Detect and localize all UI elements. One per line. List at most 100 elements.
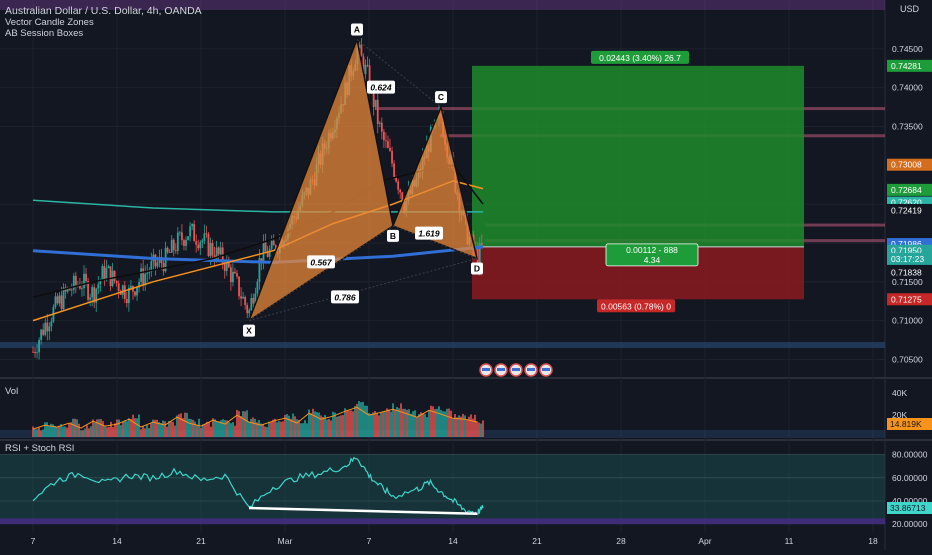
volume-bar [186, 412, 188, 437]
harmonic-point-a[interactable]: A [351, 23, 363, 36]
stop-label[interactable]: 0.00563 (0.78%) 0 [597, 299, 675, 313]
harmonic-ratio[interactable]: 0.624 [367, 80, 395, 94]
volume-bar [284, 414, 286, 437]
candle-body [146, 272, 149, 274]
candle-body [246, 305, 249, 314]
volume-bar [166, 426, 168, 437]
candle-body [127, 287, 130, 304]
volume-bar [356, 403, 358, 437]
price-axis-badge-text: 0.71275 [891, 294, 922, 304]
volume-bar [342, 414, 344, 437]
candle-body [176, 232, 179, 251]
candle-body [113, 270, 116, 281]
time-tick-label: Apr [698, 536, 711, 546]
volume-bar [390, 411, 392, 437]
volume-bar [54, 425, 56, 437]
candle-body [125, 299, 128, 304]
volume-bar [268, 421, 270, 437]
volume-bar [188, 418, 190, 437]
volume-bar [448, 408, 450, 437]
harmonic-point-label: D [474, 264, 480, 274]
volume-bar [462, 413, 464, 437]
volume-bar [212, 418, 214, 437]
volume-bar [104, 426, 106, 437]
candle-body [121, 285, 124, 295]
volume-bar [362, 401, 364, 437]
candle-body [362, 56, 365, 75]
harmonic-point-label: B [390, 231, 396, 241]
volume-bar [300, 423, 302, 437]
candle-body [181, 232, 183, 241]
target-label[interactable]: 0.02443 (3.40%) 26.7 [591, 50, 689, 64]
volume-bar [96, 419, 98, 437]
session-box-bottom [0, 342, 885, 348]
price-axis-badge-text: 0.74281 [891, 61, 922, 71]
volume-bar [210, 426, 212, 437]
candle-body [170, 239, 173, 253]
harmonic-ratio[interactable]: 0.567 [307, 255, 335, 269]
volume-bar [468, 416, 470, 437]
candle-body [223, 264, 226, 271]
harmonic-ratio[interactable]: 0.786 [331, 290, 359, 304]
volume-bar [442, 411, 444, 437]
harmonic-triangle-xab[interactable] [247, 36, 394, 323]
harmonic-point-b[interactable]: B [387, 229, 399, 242]
candle-body [234, 271, 236, 274]
event-flag-icon[interactable] [509, 363, 523, 377]
candle-body [197, 244, 200, 249]
volume-bar [184, 412, 186, 437]
candle-body [32, 351, 34, 353]
volume-bar [402, 408, 404, 437]
volume-bar [32, 426, 34, 437]
volume-bar [192, 419, 194, 437]
volume-bar [90, 426, 92, 437]
volume-bar [326, 419, 328, 437]
volume-bar [88, 428, 90, 437]
volume-bar [378, 415, 380, 437]
candle-body [99, 279, 102, 285]
candle-body [115, 280, 118, 284]
candle-body [140, 268, 143, 282]
volume-bar [406, 409, 408, 437]
volume-bar [250, 418, 252, 437]
harmonic-point-d[interactable]: D [471, 262, 483, 275]
time-tick-label: 21 [196, 536, 206, 546]
profit-zone[interactable] [472, 65, 804, 247]
candle-body [264, 242, 267, 252]
rsi-divergence-line[interactable] [248, 506, 478, 516]
volume-bar [140, 429, 142, 437]
harmonic-point-label: A [354, 25, 360, 35]
volume-bar [474, 414, 476, 437]
volume-bar [424, 414, 426, 437]
harmonic-point-c[interactable]: C [435, 91, 447, 104]
volume-bar [354, 406, 356, 437]
event-flag-icon[interactable] [479, 363, 493, 377]
volume-bar [272, 419, 274, 437]
candle-body [195, 241, 198, 245]
candle-body [87, 280, 89, 300]
candle-body [187, 236, 189, 241]
candle-body [154, 254, 157, 267]
harmonic-ratio-line [356, 39, 442, 108]
price-axis-badge-text: 0.72620 [891, 198, 922, 208]
event-flag-icon[interactable] [539, 363, 553, 377]
price-axis-badge-text: 0.71838 [891, 267, 922, 277]
harmonic-point-x[interactable]: X [243, 324, 255, 337]
harmonic-point-label: X [246, 326, 252, 336]
event-flag-icon[interactable] [494, 363, 508, 377]
price-axis-badge-text: 0.72684 [891, 185, 922, 195]
volume-bar [370, 413, 372, 437]
volume-bar [254, 418, 256, 437]
volume-bar [294, 416, 296, 437]
event-flag-icon[interactable] [524, 363, 538, 377]
harmonic-ratio[interactable]: 1.619 [415, 226, 443, 240]
candle-body [364, 64, 367, 75]
volume-bar [100, 419, 102, 437]
candle-body [101, 266, 104, 280]
rsi-last-value: 33.86713 [890, 503, 926, 513]
volume-bar [396, 407, 398, 437]
volume-bar [60, 424, 62, 437]
volume-bar [262, 424, 264, 437]
